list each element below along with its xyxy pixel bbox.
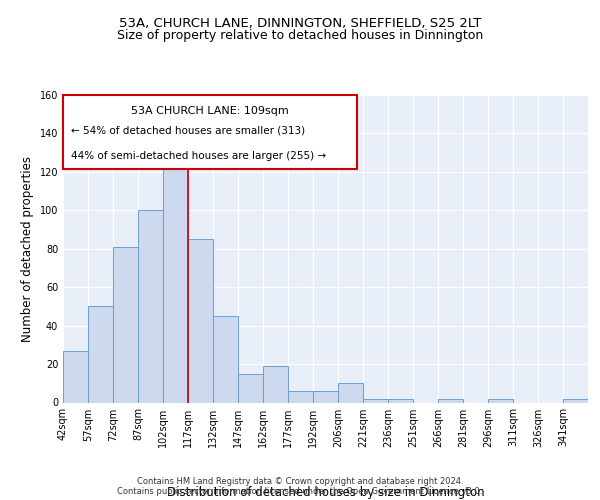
Bar [313,391,338,402]
Bar [88,306,113,402]
Bar [138,210,163,402]
Bar [388,398,413,402]
Bar [563,398,588,402]
Text: Contains HM Land Registry data © Crown copyright and database right 2024.: Contains HM Land Registry data © Crown c… [137,476,463,486]
Bar [188,239,213,402]
Bar [363,398,388,402]
Bar [488,398,513,402]
Text: Contains public sector information licensed under the Open Government Licence v3: Contains public sector information licen… [118,486,482,496]
Text: 53A, CHURCH LANE, DINNINGTON, SHEFFIELD, S25 2LT: 53A, CHURCH LANE, DINNINGTON, SHEFFIELD,… [119,18,481,30]
Y-axis label: Number of detached properties: Number of detached properties [21,156,34,342]
Bar [438,398,463,402]
Bar [238,374,263,402]
FancyBboxPatch shape [63,95,357,169]
Bar [288,391,313,402]
Text: ← 54% of detached houses are smaller (313): ← 54% of detached houses are smaller (31… [71,126,305,136]
Bar [163,150,188,402]
Bar [263,366,288,403]
Text: Size of property relative to detached houses in Dinnington: Size of property relative to detached ho… [117,29,483,42]
Text: 53A CHURCH LANE: 109sqm: 53A CHURCH LANE: 109sqm [131,106,289,116]
Bar [63,350,88,403]
Text: 44% of semi-detached houses are larger (255) →: 44% of semi-detached houses are larger (… [71,150,326,160]
Bar [213,316,238,402]
Bar [113,247,138,402]
Bar [338,384,363,402]
X-axis label: Distribution of detached houses by size in Dinnington: Distribution of detached houses by size … [167,486,484,498]
